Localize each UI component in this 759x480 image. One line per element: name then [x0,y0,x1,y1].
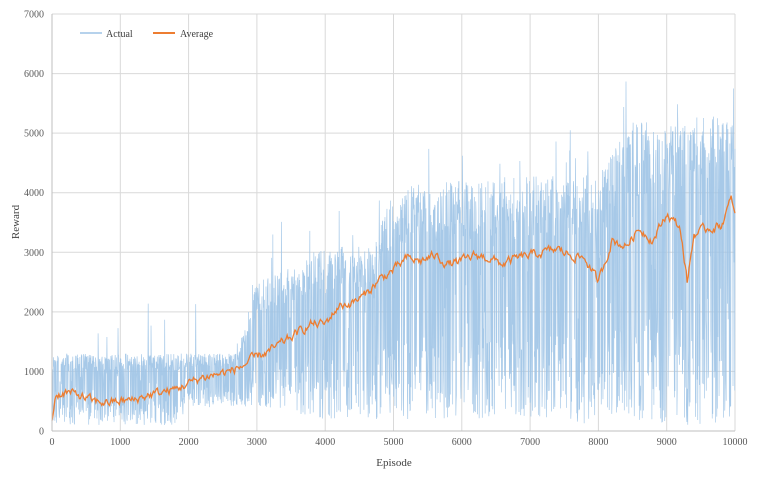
x-tick-label: 9000 [657,437,677,448]
x-tick-label: 1000 [110,437,130,448]
axes [51,14,735,432]
y-tick-label: 6000 [24,69,44,80]
x-tick-label: 2000 [179,437,199,448]
legend: Actual Average [80,29,214,40]
x-tick-label: 10000 [723,437,748,448]
x-tick-label: 7000 [520,437,540,448]
x-tick-label: 4000 [315,437,335,448]
y-tick-labels: 0 1000 2000 3000 4000 5000 6000 7000 [24,10,44,438]
x-axis-title: Episode [376,457,412,469]
average-series-layer [51,195,736,421]
y-axis-title: Reward [10,204,22,239]
y-tick-label: 7000 [24,10,44,21]
legend-average-label: Average [180,29,214,40]
x-tick-label: 6000 [452,437,472,448]
actual-series-layer [51,81,736,425]
actual-series-line [51,81,736,425]
x-tick-labels: 0 1000 2000 3000 4000 5000 6000 7000 8000 9000 100… [50,437,748,448]
y-tick-label: 4000 [24,188,44,199]
y-tick-label: 2000 [24,307,44,318]
x-tick-label: 8000 [588,437,608,448]
y-tick-label: 0 [39,427,44,438]
average-series-line [51,195,736,421]
y-tick-label: 1000 [24,367,44,378]
y-tick-label: 3000 [24,248,44,259]
x-tick-label: 3000 [247,437,267,448]
x-tick-label: 5000 [384,437,404,448]
y-tick-label: 5000 [24,129,44,140]
legend-actual-label: Actual [106,29,133,40]
x-tick-label: 0 [50,437,55,448]
